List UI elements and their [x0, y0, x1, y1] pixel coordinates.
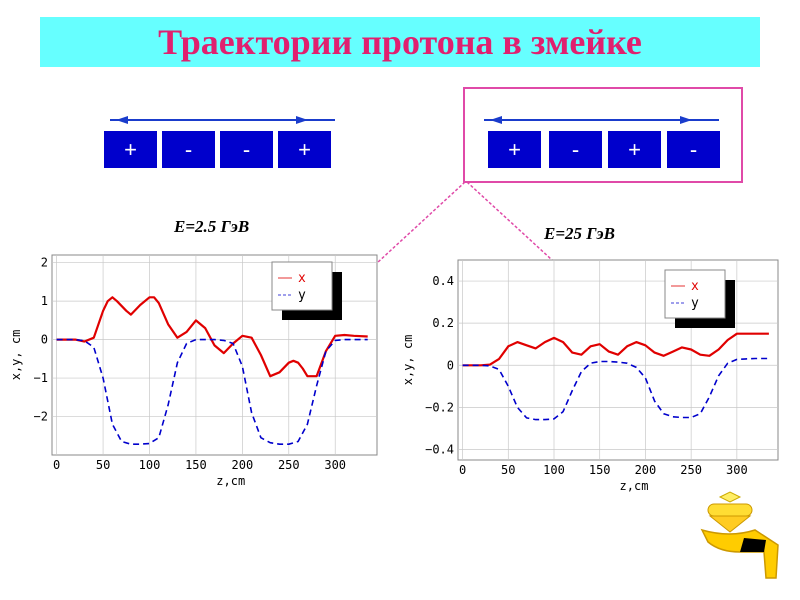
y-tick-label: 0 — [447, 358, 454, 372]
y-tick-label: 2 — [41, 256, 48, 270]
y-tick-label: 0.4 — [432, 274, 454, 288]
x-tick-label: 250 — [680, 463, 702, 477]
y-axis-label: x,y, cm — [10, 330, 23, 381]
x-tick-label: 50 — [96, 458, 110, 472]
legend-label-x: x — [691, 279, 699, 294]
x-tick-label: 100 — [139, 458, 161, 472]
magnet-block: + — [608, 131, 661, 168]
x-tick-label: 100 — [543, 463, 565, 477]
arrow-right-icon — [680, 116, 692, 124]
x-tick-label: 200 — [232, 458, 254, 472]
spinning-top-clipart-icon — [700, 491, 779, 579]
slide-title: Траектории протона в змейке — [158, 22, 642, 62]
energy-label-right: E=25 ГэВ — [544, 224, 615, 243]
series-line-y — [56, 338, 368, 445]
x-tick-label: 250 — [278, 458, 300, 472]
x-tick-label: 0 — [459, 463, 466, 477]
x-tick-label: 150 — [185, 458, 207, 472]
arrow-left-icon — [490, 116, 502, 124]
highlight-box — [463, 87, 743, 183]
beam-line-left — [110, 119, 335, 121]
legend-box — [271, 261, 333, 311]
y-tick-label: 0.2 — [432, 316, 454, 330]
series-line-y — [462, 357, 769, 421]
legend-label-x: x — [298, 271, 306, 286]
x-tick-label: 50 — [501, 463, 515, 477]
series-line-x — [462, 332, 769, 367]
chart-right: 0 50 100 150 200 250 300 −0.4 −0.2 0 0.2 0.4 z,cm x,y… — [401, 259, 779, 493]
magnet-block: - — [549, 131, 602, 168]
x-tick-label: 300 — [324, 458, 346, 472]
x-tick-label: 300 — [726, 463, 748, 477]
title-banner: Траектории протона в змейке — [40, 17, 760, 67]
y-tick-label: −2 — [34, 410, 48, 424]
x-axis-label: z,cm — [620, 479, 649, 493]
x-tick-label: 200 — [635, 463, 657, 477]
legend-label-y: y — [691, 296, 699, 311]
legend-box — [664, 269, 726, 319]
y-tick-label: −0.4 — [425, 442, 454, 456]
magnet-block: + — [488, 131, 541, 168]
legend-label-y: y — [298, 288, 306, 303]
y-tick-label: −1 — [34, 371, 48, 385]
arrow-right-icon — [296, 116, 308, 124]
arrow-left-icon — [116, 116, 128, 124]
magnet-block: + — [104, 131, 157, 168]
y-tick-label: 1 — [41, 294, 48, 308]
energy-label-left: E=2.5 ГэВ — [174, 217, 250, 236]
beam-line-right — [484, 119, 719, 121]
chart-left: 0 50 100 150 200 250 300 −2 −1 0 1 2 z,cm x,y, cm xy — [10, 254, 378, 488]
magnet-block: - — [220, 131, 273, 168]
x-tick-label: 150 — [589, 463, 611, 477]
x-axis-label: z,cm — [216, 474, 245, 488]
x-tick-label: 0 — [53, 458, 60, 472]
magnet-block: + — [278, 131, 331, 168]
y-tick-label: −0.2 — [425, 400, 454, 414]
y-tick-label: 0 — [41, 333, 48, 347]
y-axis-label: x,y, cm — [401, 335, 415, 386]
magnet-block: - — [667, 131, 720, 168]
magnet-block: - — [162, 131, 215, 168]
series-line-x — [56, 296, 368, 378]
